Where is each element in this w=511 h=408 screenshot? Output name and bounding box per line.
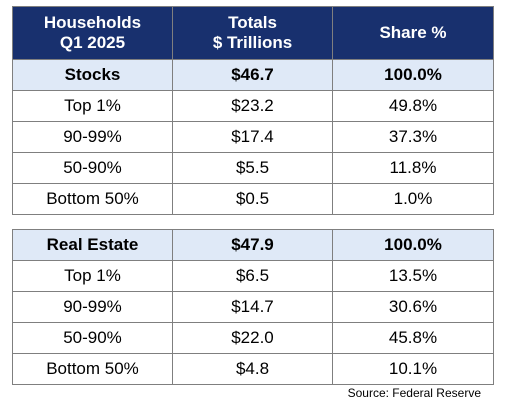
summary-total: $47.9 [172, 229, 333, 261]
row-label: Top 1% [12, 260, 173, 292]
table-row: Bottom 50% $0.5 1.0% [12, 183, 494, 215]
households-header-line2: Q1 2025 [59, 33, 126, 52]
totals-header-line2: $ Trillions [212, 33, 293, 52]
row-share: 30.6% [332, 291, 494, 323]
households-header-line1: Households [43, 13, 142, 32]
totals-header: Totals $ Trillions [172, 6, 333, 60]
summary-total: $46.7 [172, 59, 333, 91]
share-header: Share % [332, 6, 494, 60]
row-total: $17.4 [172, 121, 333, 153]
row-share: 13.5% [332, 260, 494, 292]
stocks-table: Households Q1 2025 Totals $ Trillions Sh… [12, 6, 494, 215]
summary-row: Stocks $46.7 100.0% [12, 59, 494, 91]
table-row: 50-90% $5.5 11.8% [12, 152, 494, 184]
real-estate-table: Real Estate $47.9 100.0% Top 1% $6.5 13.… [12, 229, 494, 385]
households-header: Households Q1 2025 [12, 6, 173, 60]
table-row: Top 1% $6.5 13.5% [12, 260, 494, 292]
summary-share: 100.0% [332, 59, 494, 91]
row-label: 90-99% [12, 121, 173, 153]
row-total: $4.8 [172, 353, 333, 385]
row-label: Bottom 50% [12, 183, 173, 215]
row-share: 10.1% [332, 353, 494, 385]
table-row: 50-90% $22.0 45.8% [12, 322, 494, 354]
row-total: $14.7 [172, 291, 333, 323]
table-row: Top 1% $23.2 49.8% [12, 90, 494, 122]
row-share: 49.8% [332, 90, 494, 122]
summary-row: Real Estate $47.9 100.0% [12, 229, 494, 261]
row-total: $6.5 [172, 260, 333, 292]
row-label: Top 1% [12, 90, 173, 122]
row-label: 50-90% [12, 152, 173, 184]
row-share: 37.3% [332, 121, 494, 153]
header-row: Households Q1 2025 Totals $ Trillions Sh… [12, 6, 494, 60]
table-row: Bottom 50% $4.8 10.1% [12, 353, 494, 385]
row-share: 1.0% [332, 183, 494, 215]
row-total: $5.5 [172, 152, 333, 184]
table-row: 90-99% $14.7 30.6% [12, 291, 494, 323]
row-label: 90-99% [12, 291, 173, 323]
source-note: Source: Federal Reserve [347, 386, 481, 400]
summary-share: 100.0% [332, 229, 494, 261]
row-total: $0.5 [172, 183, 333, 215]
summary-label: Stocks [12, 59, 173, 91]
row-share: 45.8% [332, 322, 494, 354]
summary-label: Real Estate [12, 229, 173, 261]
table-row: 90-99% $17.4 37.3% [12, 121, 494, 153]
row-total: $23.2 [172, 90, 333, 122]
row-total: $22.0 [172, 322, 333, 354]
row-label: 50-90% [12, 322, 173, 354]
totals-header-line1: Totals [228, 13, 277, 32]
row-share: 11.8% [332, 152, 494, 184]
row-label: Bottom 50% [12, 353, 173, 385]
